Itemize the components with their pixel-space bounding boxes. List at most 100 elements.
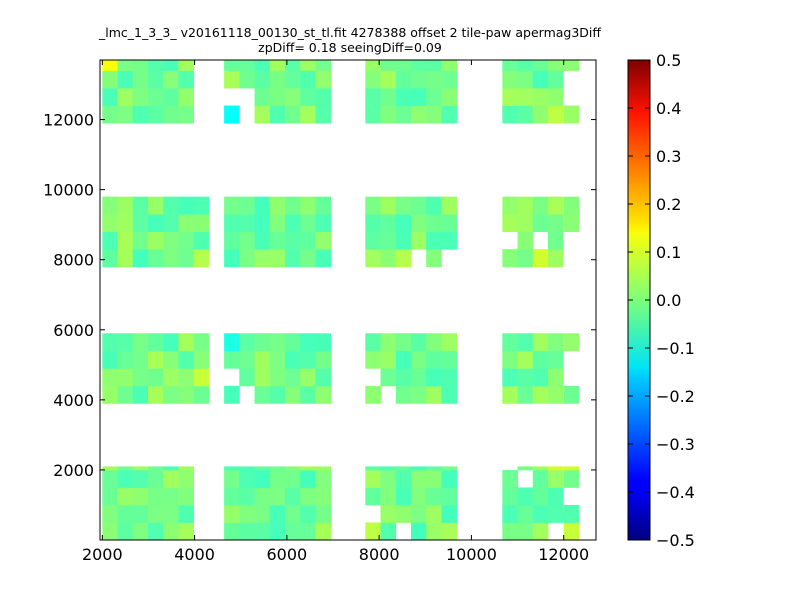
heatmap-cell (269, 70, 286, 89)
heatmap-cell (548, 60, 564, 71)
heatmap-cell (102, 196, 118, 215)
heatmap-cell (315, 214, 332, 233)
heatmap-cell (441, 469, 458, 488)
heatmap-cell (132, 333, 149, 352)
heatmap-cell (132, 249, 149, 268)
x-tick-label: 10000 (446, 545, 497, 564)
heatmap-cell (563, 214, 580, 233)
heatmap-cell (147, 333, 164, 352)
heatmap-cell (410, 333, 427, 352)
heatmap-cell (117, 105, 134, 124)
heatmap-cell (365, 466, 381, 471)
heatmap-cell (532, 350, 549, 369)
heatmap-cell (426, 350, 442, 369)
heatmap-cell (380, 196, 397, 215)
heatmap-cell (395, 105, 412, 124)
heatmap-cell (102, 214, 118, 233)
heatmap-cell (426, 249, 442, 268)
heatmap-cell (502, 522, 518, 541)
heatmap-cell (147, 487, 164, 506)
heatmap-cell (380, 469, 397, 488)
heatmap-cell (117, 88, 134, 106)
heatmap-cell (441, 487, 458, 506)
heatmap-cell (224, 522, 240, 541)
heatmap-cell (563, 504, 580, 523)
heatmap-cell (517, 105, 534, 124)
heatmap-cell (224, 196, 240, 215)
y-tick-label: 6000 (53, 321, 94, 340)
heatmap-cell (132, 466, 149, 471)
heatmap-cell (548, 196, 564, 215)
heatmap-cell (285, 504, 301, 523)
x-tick-label: 6000 (267, 545, 308, 564)
heatmap-cell (147, 466, 164, 471)
heatmap-cell (426, 522, 442, 541)
heatmap-cell (239, 469, 255, 488)
heatmap-cell (163, 466, 179, 471)
heatmap-cell (254, 249, 271, 268)
heatmap-cell (147, 350, 164, 369)
heatmap-cell (380, 60, 397, 71)
heatmap-cell (285, 214, 301, 233)
heatmap-cell (315, 105, 332, 124)
heatmap-cell (548, 105, 564, 124)
heatmap-cell (517, 333, 534, 352)
heatmap-cell (563, 469, 580, 488)
heatmap-cell (147, 385, 164, 404)
heatmap-cell (147, 504, 164, 523)
heatmap-cell (132, 469, 149, 488)
heatmap-cell (163, 385, 179, 404)
heatmap-cell (517, 196, 534, 215)
heatmap-cell (163, 70, 179, 89)
y-tick-label: 8000 (53, 251, 94, 270)
heatmap-cell (410, 88, 427, 106)
heatmap-cell (300, 504, 316, 523)
heatmap-cell (441, 231, 458, 250)
heatmap-cell (502, 385, 518, 404)
heatmap-cell (315, 487, 332, 506)
heatmap-cell (239, 196, 255, 215)
heatmap-cell (365, 196, 381, 215)
heatmap-cell (300, 487, 316, 506)
heatmap-cell (410, 504, 427, 523)
heatmap-cell (117, 249, 134, 268)
heatmap-cell (269, 231, 286, 250)
heatmap-cell (365, 249, 381, 268)
heatmap-cell (132, 214, 149, 233)
heatmap-cell (548, 469, 564, 488)
heatmap-cell (532, 60, 549, 71)
heatmap-cell (426, 385, 442, 404)
heatmap-cell (117, 214, 134, 233)
heatmap-cell (224, 385, 240, 404)
heatmap-cell (315, 231, 332, 250)
heatmap-cell (132, 231, 149, 250)
heatmap-cell (178, 522, 195, 541)
heatmap-cell (193, 333, 210, 352)
heatmap-cell (117, 469, 134, 488)
heatmap-cell (239, 249, 255, 268)
heatmap-cell (163, 504, 179, 523)
heatmap-cell (532, 368, 549, 387)
y-tick-label: 12000 (43, 111, 94, 130)
heatmap-cell (517, 60, 534, 71)
heatmap-cell (254, 522, 271, 541)
heatmap-cell (300, 469, 316, 488)
heatmap-cell (502, 88, 518, 106)
heatmap-cell (380, 350, 397, 369)
heatmap-cell (147, 249, 164, 268)
heatmap-cell (178, 105, 195, 124)
heatmap-cell (426, 333, 442, 352)
colorbar-tick-label: 0.5 (656, 51, 681, 70)
heatmap-cell (224, 504, 240, 523)
heatmap-cell (117, 466, 134, 471)
heatmap-cell (532, 469, 549, 488)
heatmap-cell (532, 196, 549, 215)
heatmap-cell (117, 60, 134, 71)
heatmap-cell (102, 504, 118, 523)
heatmap-cell (395, 466, 412, 471)
heatmap-cell (563, 105, 580, 124)
heatmap-cell (117, 487, 134, 506)
heatmap-cell (117, 385, 134, 404)
heatmap-cell (395, 249, 412, 268)
heatmap-cell (315, 385, 332, 404)
